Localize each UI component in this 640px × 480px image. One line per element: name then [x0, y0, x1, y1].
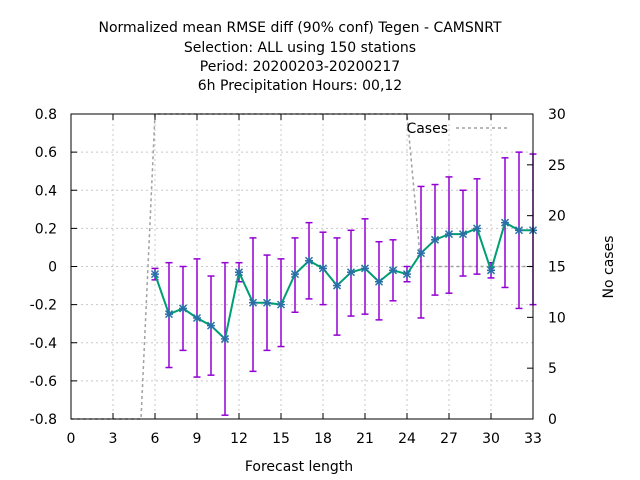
- data-point: [444, 230, 454, 239]
- legend-label-cases: Cases: [406, 121, 448, 137]
- error-bars: [151, 151, 537, 416]
- x-tick-label: 9: [193, 431, 202, 447]
- data-point: [346, 268, 356, 277]
- data-point: [178, 304, 188, 313]
- data-point: [360, 264, 370, 273]
- y-tick-label: 0.2: [35, 221, 57, 237]
- x-tick-label: 6: [151, 431, 160, 447]
- title-line-2: Selection: ALL using 150 stations: [184, 40, 416, 56]
- y-tick-label: 0.8: [35, 107, 57, 123]
- x-tick-label: 18: [314, 431, 332, 447]
- data-point: [192, 313, 202, 322]
- y-tick-label: 0: [48, 260, 57, 276]
- data-point: [262, 298, 272, 307]
- y-tick-label: 0.4: [35, 183, 57, 199]
- data-point: [430, 235, 440, 244]
- data-point: [318, 264, 328, 273]
- y-tick-label: -0.6: [30, 374, 57, 390]
- y-tick-label: -0.8: [30, 412, 57, 428]
- x-axis-label: Forecast length: [245, 459, 353, 475]
- data-point: [248, 298, 258, 307]
- x-tick-label: 30: [482, 431, 500, 447]
- y2-tick-label: 15: [548, 260, 566, 276]
- title-line-3: Period: 20200203-20200217: [200, 59, 400, 75]
- y-axis-right: 0 5 10 15 20 25 30: [527, 107, 566, 428]
- y-tick-label: -0.2: [30, 298, 57, 314]
- data-point: [220, 334, 230, 343]
- data-point: [276, 300, 286, 309]
- chart-title: Normalized mean RMSE diff (90% conf) Teg…: [98, 20, 501, 94]
- mean-diff-series: [150, 218, 538, 343]
- data-point: [472, 224, 482, 233]
- y-axis-left: -0.8 -0.6 -0.4 -0.2 0 0.2 0.4 0.6 0.8: [30, 107, 77, 428]
- y2-tick-label: 5: [548, 361, 557, 377]
- y2-tick-label: 0: [548, 412, 557, 428]
- data-point: [206, 321, 216, 330]
- x-tick-label: 0: [67, 431, 76, 447]
- y2-tick-label: 30: [548, 107, 566, 123]
- data-point: [304, 256, 314, 265]
- x-tick-label: 12: [230, 431, 248, 447]
- data-point: [374, 277, 384, 286]
- y2-tick-label: 10: [548, 310, 566, 326]
- data-point: [458, 230, 468, 239]
- mean-diff-line: [154, 221, 533, 341]
- x-tick-label: 3: [109, 431, 118, 447]
- data-point: [486, 266, 496, 275]
- data-point: [500, 218, 510, 227]
- x-tick-label: 33: [524, 431, 542, 447]
- y-tick-label: -0.4: [30, 336, 57, 352]
- grid: [71, 114, 533, 419]
- y2-tick-label: 25: [548, 158, 566, 174]
- data-point: [514, 226, 524, 235]
- y2-axis-label: No cases: [601, 236, 617, 299]
- x-tick-label: 27: [440, 431, 458, 447]
- y2-tick-label: 20: [548, 209, 566, 225]
- data-point: [388, 266, 398, 275]
- title-line-1: Normalized mean RMSE diff (90% conf) Teg…: [98, 20, 501, 36]
- y-tick-label: 0.6: [35, 145, 57, 161]
- x-axis: 0 3 6 9 12 15 18 21 24 27 30 33: [67, 114, 542, 447]
- data-point: [332, 281, 342, 290]
- data-point: [150, 270, 160, 279]
- title-line-4: 6h Precipitation Hours: 00,12: [198, 78, 402, 94]
- data-point: [234, 268, 244, 277]
- data-point: [416, 249, 426, 258]
- data-point: [290, 270, 300, 279]
- legend: Cases: [406, 121, 507, 137]
- data-point: [402, 270, 412, 279]
- data-point: [164, 310, 174, 319]
- x-tick-label: 21: [356, 431, 374, 447]
- x-tick-label: 15: [272, 431, 290, 447]
- x-tick-label: 24: [398, 431, 416, 447]
